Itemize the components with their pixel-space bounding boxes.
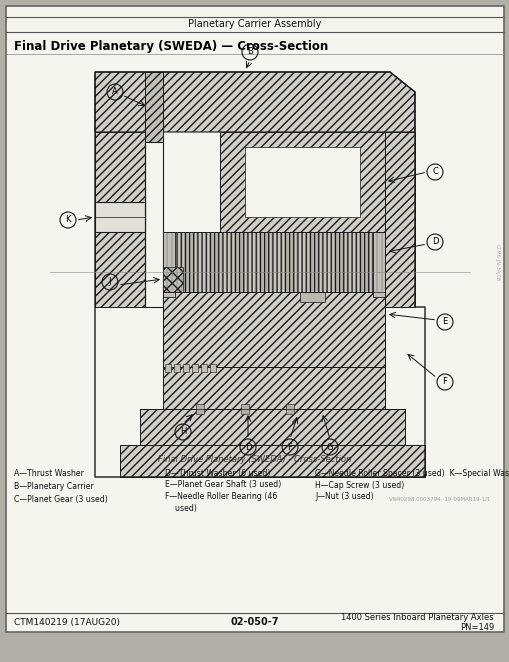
Bar: [191, 364, 197, 372]
Bar: [244, 147, 359, 217]
Bar: [163, 232, 175, 297]
Text: J: J: [108, 277, 111, 287]
Bar: [201, 364, 207, 372]
Bar: [140, 409, 404, 447]
Text: F—Needle Roller Bearing (46: F—Needle Roller Bearing (46: [165, 492, 277, 501]
Text: D: D: [244, 442, 251, 451]
Text: Planetary Carrier Assembly: Planetary Carrier Assembly: [188, 19, 321, 29]
Text: K: K: [65, 216, 71, 224]
Text: E—Planet Gear Shaft (3 used): E—Planet Gear Shaft (3 used): [165, 481, 280, 489]
Bar: [163, 367, 384, 412]
Text: J—Nut (3 used): J—Nut (3 used): [315, 492, 373, 501]
Bar: [95, 132, 145, 307]
Bar: [299, 292, 324, 302]
Text: 02-050-7: 02-050-7: [230, 617, 279, 627]
Text: A—Thrust Washer: A—Thrust Washer: [14, 469, 83, 478]
Bar: [163, 232, 384, 292]
Bar: [163, 267, 183, 292]
Bar: [174, 364, 180, 372]
Text: C: C: [431, 167, 437, 177]
Bar: [145, 72, 163, 142]
Bar: [286, 404, 293, 414]
Text: CTM6-JN-3AJ08: CTM6-JN-3AJ08: [494, 244, 498, 281]
Text: H: H: [180, 428, 186, 436]
Bar: [241, 404, 248, 414]
Bar: [165, 364, 171, 372]
Bar: [145, 142, 163, 307]
Text: F: F: [287, 442, 292, 451]
Text: F: F: [442, 377, 446, 387]
Polygon shape: [95, 72, 414, 132]
Text: VN40298.0003794 -19-09MAR19-1/1: VN40298.0003794 -19-09MAR19-1/1: [388, 496, 489, 502]
Text: CTM140219 (17AUG20): CTM140219 (17AUG20): [14, 618, 120, 626]
Text: PN=149: PN=149: [459, 624, 493, 632]
Text: B—Planetary Carrier: B—Planetary Carrier: [14, 482, 94, 491]
Text: E: E: [441, 318, 447, 326]
Text: Final Drive Planetary (SWEDA) - Cross-Section: Final Drive Planetary (SWEDA) - Cross-Se…: [158, 455, 351, 465]
Text: G: G: [326, 442, 332, 451]
Text: C—Planet Gear (3 used): C—Planet Gear (3 used): [14, 495, 107, 504]
Text: D: D: [431, 238, 437, 246]
Bar: [120, 445, 424, 477]
Bar: [372, 232, 384, 297]
Bar: [95, 202, 145, 232]
Text: used): used): [165, 504, 196, 512]
Text: B: B: [246, 48, 252, 56]
Bar: [183, 364, 189, 372]
Text: H—Cap Screw (3 used): H—Cap Screw (3 used): [315, 481, 404, 489]
Bar: [195, 404, 204, 414]
Bar: [219, 132, 384, 232]
Text: D—Thrust Washer (6 used): D—Thrust Washer (6 used): [165, 469, 270, 478]
Text: Final Drive Planetary (SWEDA) — Cross-Section: Final Drive Planetary (SWEDA) — Cross-Se…: [14, 40, 328, 53]
Bar: [210, 364, 216, 372]
Text: 1400 Series Inboard Planetary Axles: 1400 Series Inboard Planetary Axles: [341, 614, 493, 622]
Bar: [163, 292, 384, 367]
Bar: [384, 132, 414, 307]
Text: G—Needle Roller Spacer (3 used)  K—Special Washer: G—Needle Roller Spacer (3 used) K—Specia…: [315, 469, 509, 478]
Text: A: A: [112, 87, 118, 97]
